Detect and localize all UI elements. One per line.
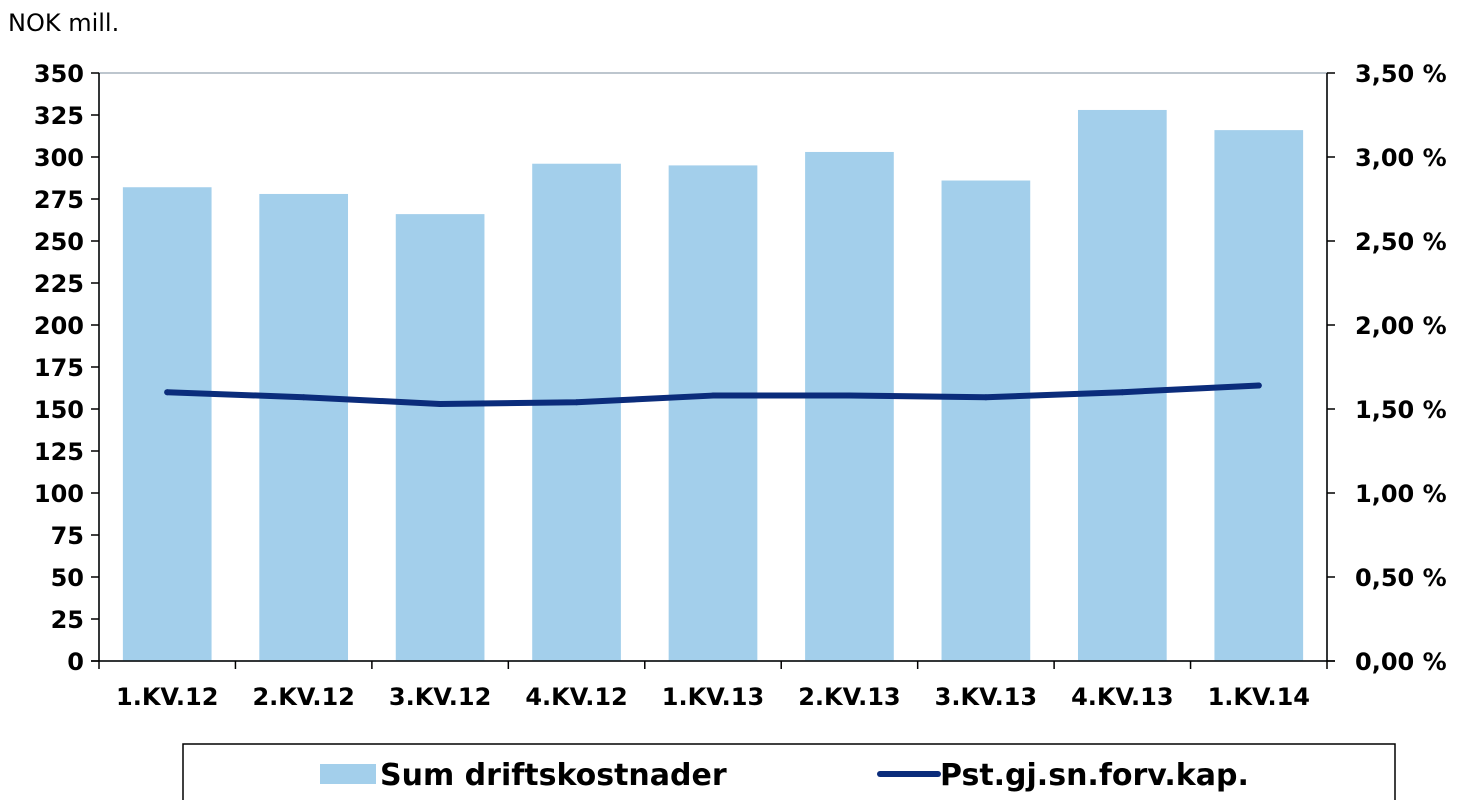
legend-swatch-bar bbox=[320, 764, 376, 784]
left-tick-label: 250 bbox=[34, 228, 84, 256]
axes: 0 25 50 75 100 125 150 175 200 225 250 275 300 325 350… bbox=[34, 60, 1447, 711]
line-point bbox=[846, 392, 853, 399]
x-tick-label: 3.KV.12 bbox=[389, 683, 491, 711]
left-tick-label: 75 bbox=[51, 522, 84, 550]
legend: Sum driftskostnader Pst.gj.sn.forv.kap. bbox=[182, 743, 1396, 800]
x-tick-label: 1.KV.12 bbox=[116, 683, 218, 711]
left-tick-label: 25 bbox=[51, 606, 84, 634]
right-tick-label: 3,00 % bbox=[1355, 144, 1447, 172]
line-point bbox=[300, 394, 307, 401]
line-point bbox=[573, 399, 580, 406]
right-tick-label: 1,00 % bbox=[1355, 480, 1447, 508]
unit-label: NOK mill. bbox=[8, 9, 119, 37]
left-tick-label: 300 bbox=[34, 144, 84, 172]
left-tick-label: 225 bbox=[34, 270, 84, 298]
x-tick-label: 1.KV.13 bbox=[662, 683, 764, 711]
left-tick-label: 0 bbox=[67, 648, 84, 676]
right-tick-label: 1,50 % bbox=[1355, 396, 1447, 424]
bar bbox=[1077, 109, 1167, 661]
left-tick-label: 175 bbox=[34, 354, 84, 382]
line-point bbox=[1255, 382, 1262, 389]
line-point bbox=[1119, 389, 1126, 396]
legend-box bbox=[182, 743, 1396, 800]
left-tick-label: 350 bbox=[34, 60, 84, 88]
line-point bbox=[164, 389, 171, 396]
x-tick-label: 1.KV.14 bbox=[1208, 683, 1310, 711]
line-point bbox=[437, 400, 444, 407]
line-series bbox=[164, 382, 1262, 407]
bar bbox=[532, 163, 621, 661]
bar bbox=[668, 165, 758, 661]
right-tick-label: 3,50 % bbox=[1355, 60, 1447, 88]
left-tick-label: 275 bbox=[34, 186, 84, 214]
bar bbox=[122, 187, 212, 662]
x-tick-label: 4.KV.12 bbox=[525, 683, 627, 711]
bar bbox=[259, 193, 349, 661]
bar bbox=[941, 180, 1031, 661]
left-tick-label: 50 bbox=[51, 564, 84, 592]
bar bbox=[395, 214, 485, 661]
right-tick-label: 0,00 % bbox=[1355, 648, 1447, 676]
line-point bbox=[982, 394, 989, 401]
x-tick-label: 2.KV.13 bbox=[798, 683, 900, 711]
x-tick-label: 4.KV.13 bbox=[1071, 683, 1173, 711]
right-tick-label: 2,00 % bbox=[1355, 312, 1447, 340]
right-tick-label: 2,50 % bbox=[1355, 228, 1447, 256]
line-point bbox=[710, 392, 716, 399]
bar bbox=[805, 151, 894, 661]
right-tick-label: 0,50 % bbox=[1355, 564, 1447, 592]
left-tick-label: 100 bbox=[34, 480, 84, 508]
x-tick-label: 2.KV.12 bbox=[252, 683, 354, 711]
x-tick-label: 3.KV.13 bbox=[935, 683, 1037, 711]
bar-series bbox=[122, 109, 1304, 662]
bar bbox=[1214, 130, 1304, 661]
left-tick-label: 150 bbox=[34, 396, 84, 424]
legend-label-bar: Sum driftskostnader bbox=[380, 758, 727, 793]
left-tick-label: 325 bbox=[34, 102, 84, 130]
left-tick-label: 125 bbox=[34, 438, 84, 466]
left-tick-label: 200 bbox=[34, 312, 84, 340]
legend-label-line: Pst.gj.sn.forv.kap. bbox=[940, 758, 1249, 793]
